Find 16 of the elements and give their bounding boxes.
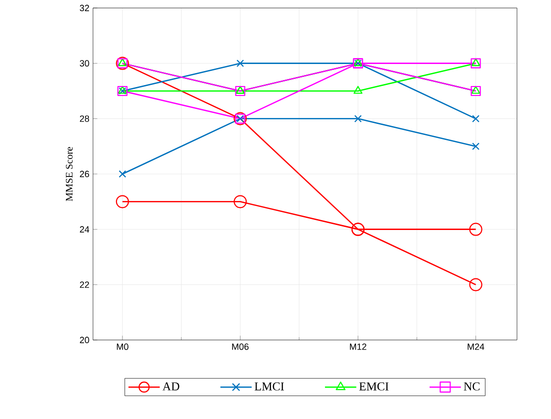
y-tick-label: 32: [80, 4, 90, 12]
y-axis-title: MMSE Score: [66, 146, 73, 202]
x-tick-label: M06: [232, 344, 249, 350]
x-tick-label: M0: [116, 344, 128, 350]
y-tick-label: 30: [80, 60, 90, 67]
y-tick-label: 26: [80, 170, 90, 178]
y-tick-label: 28: [80, 115, 90, 122]
legend-label: NC: [464, 382, 480, 390]
legend-label: LMCI: [254, 382, 284, 390]
y-tick-label: 20: [80, 336, 90, 344]
legend-label: AD: [162, 382, 180, 390]
legend-label: EMCI: [359, 382, 389, 390]
y-tick-label: 24: [80, 226, 90, 232]
x-tick-label: M12: [350, 344, 366, 350]
x-tick-label: M24: [468, 344, 484, 350]
y-tick-label: 22: [80, 282, 90, 288]
